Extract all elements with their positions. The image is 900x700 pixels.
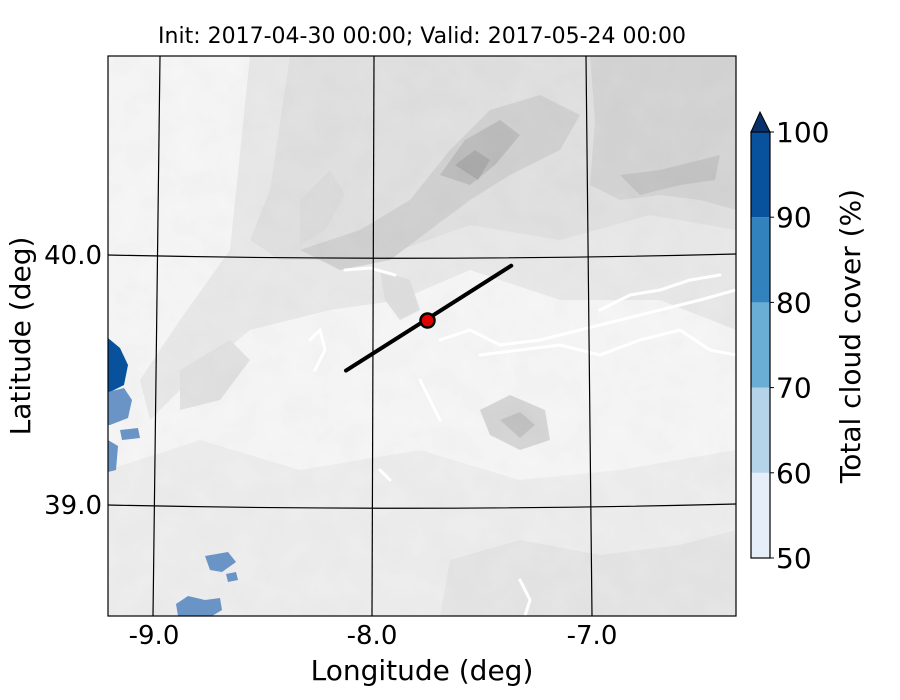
y-tick-label: 40.0 — [44, 241, 102, 271]
colorbar-frame — [750, 131, 771, 559]
cloud-patch-west-2 — [108, 388, 132, 425]
colorbar-extend-arrow — [750, 110, 771, 133]
cloud-patch-west-4 — [108, 440, 118, 472]
map-title: Init: 2017-04-30 00:00; Valid: 2017-05-2… — [158, 24, 686, 49]
colorbar-tick-label: 60 — [776, 457, 812, 490]
parallel-40 — [108, 253, 736, 259]
colorbar-label: Total cloud cover (%) — [834, 189, 867, 484]
x-tick-label: -8.0 — [347, 621, 398, 651]
colorbar-tick-label: 90 — [776, 201, 812, 234]
y-axis-label: Latitude (deg) — [4, 237, 37, 436]
colorbar-ticks: 50 60 70 80 90 100 — [770, 116, 829, 575]
cloud-patch-west — [108, 338, 128, 392]
parallel-39 — [108, 503, 736, 509]
colorbar-tick-label: 80 — [776, 286, 812, 319]
meridian-minus-8 — [371, 56, 375, 616]
colorbar: 50 60 70 80 90 100 Total cloud cover (%) — [750, 110, 867, 575]
colorbar-swatch — [751, 387, 770, 473]
meridian-minus-9 — [152, 56, 161, 616]
cloud-patch-sw-3 — [226, 572, 238, 582]
colorbar-tick-label: 100 — [776, 116, 829, 149]
colorbar-tick-label: 50 — [776, 542, 812, 575]
cloud-patch-west-3 — [120, 428, 140, 440]
rivers — [308, 266, 736, 616]
terrain-texture — [108, 56, 736, 616]
colorbar-swatch — [751, 217, 770, 303]
colorbar-swatch — [751, 472, 770, 558]
colorbar-swatches — [751, 132, 770, 558]
cloud-cover-patches — [108, 338, 238, 616]
cloud-patch-sw — [176, 596, 222, 616]
x-axis-label: Longitude (deg) — [311, 654, 534, 687]
meridian-minus-7 — [585, 56, 593, 616]
y-tick-label: 39.0 — [44, 491, 102, 521]
colorbar-swatch — [751, 132, 770, 218]
location-marker — [419, 312, 436, 329]
colorbar-swatch — [751, 302, 770, 388]
x-tick-label: -9.0 — [129, 621, 180, 651]
graticule — [108, 56, 736, 616]
colorbar-tick-label: 70 — [776, 372, 812, 405]
plot-frame — [107, 55, 737, 617]
terrain-layer — [108, 56, 736, 616]
x-tick-label: -7.0 — [567, 621, 618, 651]
cloud-patch-sw-2 — [205, 552, 236, 572]
